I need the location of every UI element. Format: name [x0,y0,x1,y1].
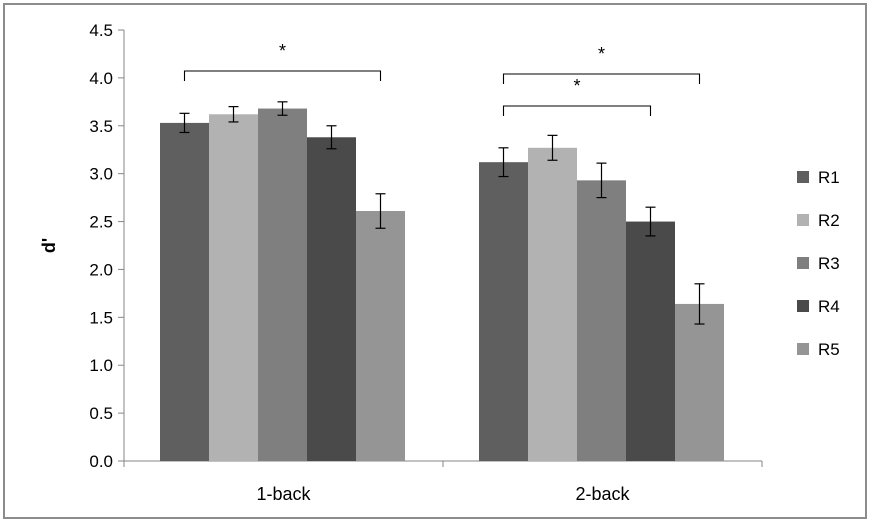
bar-r2-1-back [209,114,258,461]
legend-swatch-r2 [797,214,809,226]
y-tick-label: 4.5 [89,21,113,40]
y-tick-label: 1.0 [89,356,113,375]
bar-r3-2-back [577,180,626,462]
x-category-label: 2-back [575,484,630,504]
legend-label-r2: R2 [818,211,840,230]
significance-label: * [598,44,605,64]
y-tick-label: 3.0 [89,165,113,184]
y-tick-label: 3.5 [89,117,113,136]
legend-label-r5: R5 [818,340,840,359]
y-tick-label: 0.0 [89,452,113,471]
significance-label: * [279,41,286,61]
legend-swatch-r4 [797,300,809,312]
y-tick-label: 1.5 [89,308,113,327]
significance-bracket [183,70,382,81]
legend-swatch-r3 [797,257,809,269]
legend-swatch-r5 [797,343,809,355]
y-tick-label: 2.5 [89,213,113,232]
y-axis-title: d' [39,238,59,253]
legend-label-r3: R3 [818,254,840,273]
bar-r5-2-back [675,303,724,461]
legend-label-r4: R4 [818,297,840,316]
bar-r4-1-back [307,137,356,461]
significance-bracket [502,73,701,84]
x-category-label: 1-back [256,484,311,504]
bar-r4-2-back [626,221,675,461]
bar-r5-1-back [356,211,405,461]
legend-swatch-r1 [797,171,809,183]
bar-r3-1-back [258,108,307,461]
y-tick-label: 0.5 [89,404,113,423]
bar-r1-1-back [160,122,209,461]
bar-r1-2-back [479,162,528,461]
y-tick-label: 2.0 [89,260,113,279]
significance-label: * [573,76,580,96]
legend-label-r1: R1 [818,168,840,187]
y-tick-label: 4.0 [89,69,113,88]
bar-r2-2-back [528,147,577,461]
significance-bracket [502,105,652,116]
